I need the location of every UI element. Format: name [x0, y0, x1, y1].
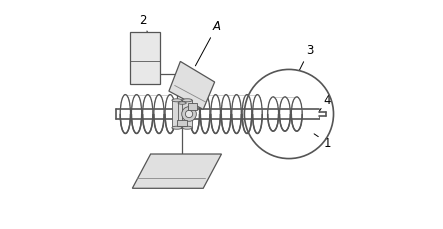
Ellipse shape: [182, 99, 192, 102]
Bar: [172, 101, 182, 128]
Bar: [182, 101, 192, 128]
Text: 2: 2: [139, 14, 147, 33]
Circle shape: [182, 107, 196, 122]
Bar: [188, 103, 198, 110]
Ellipse shape: [172, 127, 182, 130]
Text: 4: 4: [320, 93, 330, 111]
Ellipse shape: [172, 99, 182, 102]
Ellipse shape: [178, 124, 187, 127]
Polygon shape: [132, 154, 222, 188]
Ellipse shape: [178, 102, 187, 105]
Ellipse shape: [182, 127, 192, 130]
Bar: [177, 120, 187, 127]
Circle shape: [185, 111, 193, 118]
Bar: [178, 104, 187, 125]
Polygon shape: [130, 33, 160, 85]
Text: A: A: [195, 20, 221, 67]
Text: 1: 1: [314, 134, 331, 150]
Polygon shape: [169, 62, 215, 110]
Text: 3: 3: [299, 44, 313, 71]
